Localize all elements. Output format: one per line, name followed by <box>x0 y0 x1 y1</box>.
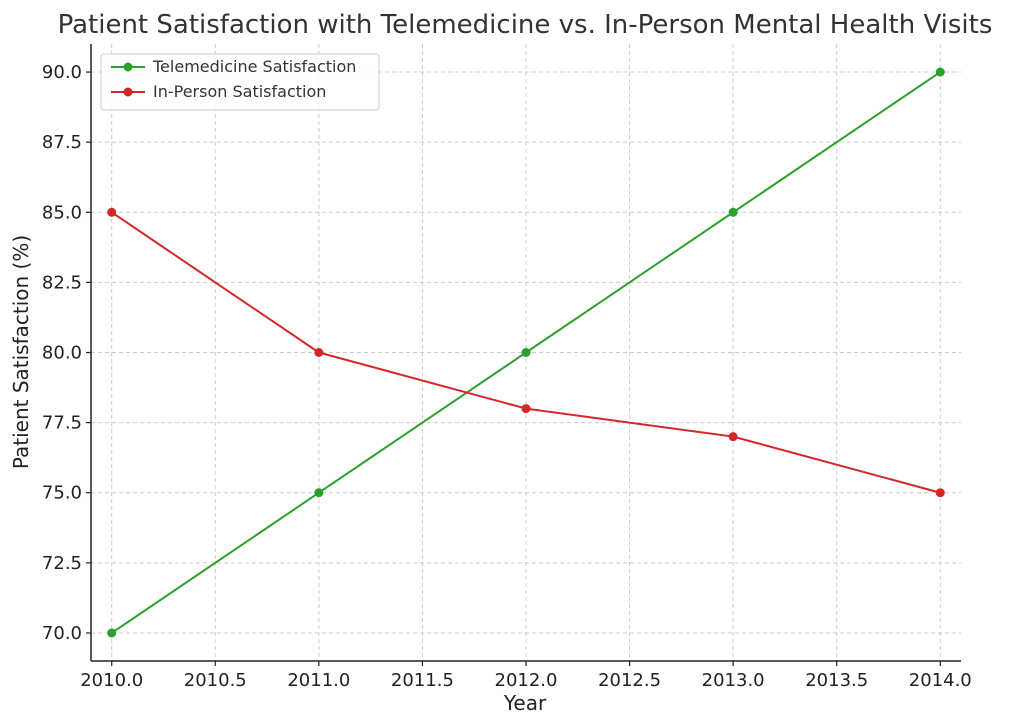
y-tick-label: 80.0 <box>42 343 82 364</box>
x-tick-label: 2010.0 <box>80 670 143 691</box>
data-point-series-1 <box>728 432 738 442</box>
series-lines <box>107 67 945 638</box>
y-tick-label: 82.5 <box>42 272 82 293</box>
x-tick-label: 2010.5 <box>184 670 247 691</box>
data-point-series-1 <box>935 488 945 498</box>
x-tick-label: 2013.5 <box>805 670 868 691</box>
y-tick-label: 72.5 <box>42 553 82 574</box>
data-point-series-1 <box>314 348 324 357</box>
x-tick-label: 2014.0 <box>909 670 972 691</box>
data-point-series-0 <box>107 628 117 638</box>
legend-box <box>100 53 380 111</box>
legend-label-in-person: In-Person Satisfaction <box>153 82 326 101</box>
y-tick-label: 90.0 <box>42 62 82 83</box>
data-point-series-0 <box>728 207 738 217</box>
y-axis-label: Patient Satisfaction (%) <box>9 235 33 469</box>
legend: Telemedicine Satisfaction In-Person Sati… <box>100 53 380 111</box>
legend-label-telemedicine: Telemedicine Satisfaction <box>152 57 356 76</box>
y-tick-label: 75.0 <box>42 483 82 504</box>
legend-marker-telemedicine <box>123 62 133 72</box>
y-tick-label: 85.0 <box>42 202 82 223</box>
y-tick-label: 87.5 <box>42 132 82 153</box>
x-tick-label: 2012.5 <box>598 670 661 691</box>
data-point-series-0 <box>521 348 531 357</box>
x-tick-label: 2011.5 <box>391 670 454 691</box>
data-point-series-1 <box>107 207 117 217</box>
axes: 2010.0 2010.5 2011.0 2011.5 2012.0 2012.5 2013… <box>42 44 972 691</box>
chart-title: Patient Satisfaction with Telemedicine v… <box>58 10 993 40</box>
x-tick-label: 2011.0 <box>287 670 350 691</box>
grid <box>91 44 961 661</box>
data-point-series-0 <box>314 488 324 498</box>
x-tick-label: 2013.0 <box>702 670 765 691</box>
y-tick-label: 70.0 <box>42 623 82 644</box>
data-point-series-0 <box>935 67 945 77</box>
data-point-series-1 <box>521 404 531 414</box>
y-tick-label: 77.5 <box>42 413 82 434</box>
x-tick-label: 2012.0 <box>495 670 558 691</box>
x-axis-label: Year <box>503 691 547 715</box>
legend-marker-in-person <box>123 87 133 97</box>
